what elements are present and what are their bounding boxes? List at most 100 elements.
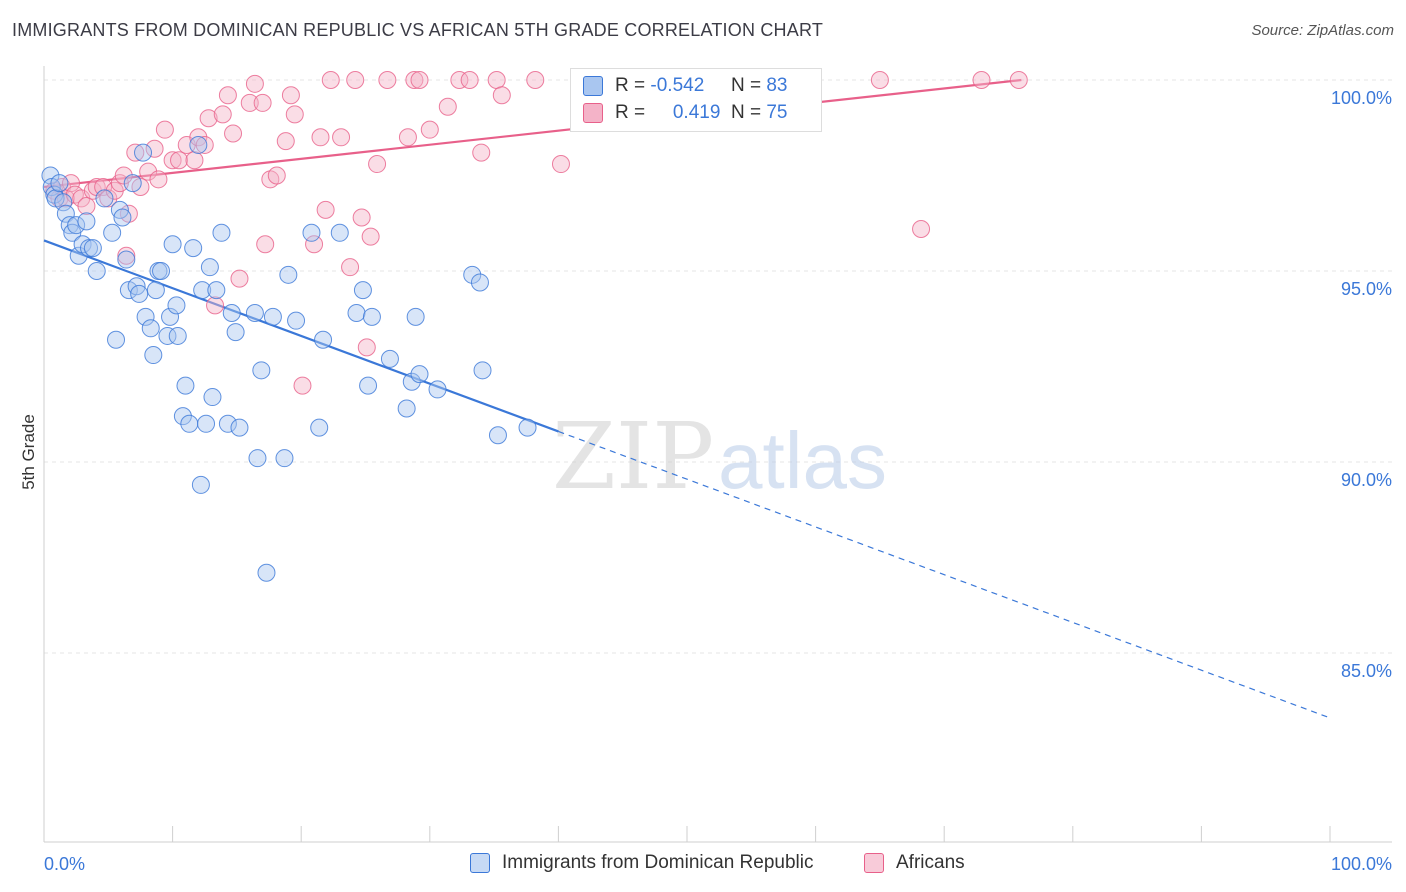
dominican-point — [191, 475, 210, 494]
dominican-point — [77, 212, 96, 231]
africans-point — [253, 93, 272, 112]
africans-point — [487, 71, 506, 89]
dominican-point — [193, 281, 212, 300]
dominican-point — [463, 265, 482, 284]
stats-legend: R = -0.542 N = 83 R = 0.419 N = 75 — [570, 68, 822, 132]
africans-point — [139, 162, 158, 181]
africans-point — [332, 128, 351, 147]
watermark-zip: ZIP — [552, 403, 714, 510]
dominican-point — [141, 319, 160, 338]
africans-point — [163, 151, 182, 170]
africans-point — [94, 177, 113, 196]
trend-line-africans — [43, 78, 1022, 189]
dominican-point — [113, 208, 132, 227]
africans-point — [155, 120, 174, 139]
source-label: Source: ZipAtlas.com — [1251, 22, 1394, 39]
africans-point — [357, 338, 376, 357]
africans-point — [206, 296, 225, 315]
x-tick-label: 100.0% — [1331, 854, 1392, 874]
dominican-point — [222, 304, 241, 323]
africans-point — [438, 97, 457, 116]
dominican-point — [107, 330, 126, 349]
legend-r-value: 0.419 — [672, 102, 721, 123]
legend-n-label: N = — [730, 102, 762, 123]
dominican-point — [54, 193, 73, 212]
africans-point — [305, 235, 324, 254]
africans-point — [378, 71, 397, 89]
dominican-point — [163, 235, 182, 254]
africans-point — [492, 86, 511, 105]
dominican-point — [130, 284, 149, 303]
africans-point — [398, 128, 417, 147]
africans-point — [77, 197, 96, 216]
africans-point — [1009, 71, 1028, 89]
dominican-point — [302, 223, 321, 242]
legend-row-dominican: R = -0.542 N = 83 — [583, 74, 787, 98]
dominican-points — [41, 71, 774, 582]
dominican-point — [212, 223, 231, 242]
legend-label-africans: Africans — [896, 852, 965, 873]
africans-point — [321, 71, 340, 89]
y-tick-label: 100.0% — [1331, 88, 1392, 108]
dominican-point — [134, 143, 153, 162]
africans-points — [45, 71, 1028, 395]
africans-point — [126, 143, 145, 162]
y-tick-label: 85.0% — [1341, 661, 1392, 681]
africans-point — [460, 71, 479, 89]
dominican-point — [146, 281, 165, 300]
dominican-point — [257, 563, 276, 582]
africans-point — [293, 376, 312, 395]
dominican-point — [380, 349, 399, 368]
dominican-point — [518, 418, 537, 437]
dominican-point — [161, 307, 180, 326]
africans-point — [256, 235, 275, 254]
legend-swatch-blue — [470, 853, 490, 873]
africans-point — [316, 200, 335, 219]
dominican-point — [402, 372, 421, 391]
dominican-point — [50, 174, 69, 193]
africans-point — [213, 105, 232, 124]
dominican-point — [207, 281, 226, 300]
africans-point — [526, 71, 545, 89]
africans-point — [145, 139, 164, 158]
trend-line-dominican — [43, 239, 559, 433]
dominican-point — [314, 330, 333, 349]
dominican-point — [176, 376, 195, 395]
watermark: ZIP atlas — [552, 403, 887, 510]
dominican-point — [359, 376, 378, 395]
dominican-point — [41, 166, 60, 185]
dominican-point — [488, 426, 507, 445]
dominican-point — [330, 223, 349, 242]
dominican-point — [69, 246, 88, 265]
dominican-point — [428, 380, 447, 399]
legend-row-africans: R = 0.419 N = 75 — [583, 101, 787, 125]
dominican-point — [123, 174, 142, 193]
africans-point — [912, 219, 931, 238]
dominican-point — [248, 449, 267, 468]
africans-point — [972, 71, 991, 89]
legend-swatch-pink — [864, 853, 884, 873]
legend-n-value: 83 — [766, 75, 788, 96]
dominican-point — [230, 418, 249, 437]
dominican-point — [397, 399, 416, 418]
africans-point — [410, 71, 429, 89]
y-tick-label: 95.0% — [1341, 279, 1392, 299]
legend-r-label: R = — [615, 102, 646, 123]
africans-point — [341, 258, 360, 277]
dominican-point — [95, 189, 114, 208]
dominican-point — [80, 239, 99, 258]
dominican-point — [203, 388, 222, 407]
africans-point — [189, 128, 208, 147]
dominican-point — [87, 262, 106, 280]
africans-point — [450, 71, 469, 89]
dominican-point — [168, 326, 187, 345]
dominican-point — [184, 239, 203, 258]
dominican-point — [103, 223, 122, 242]
y-tick-label: 90.0% — [1341, 470, 1392, 490]
dominican-point — [136, 307, 155, 326]
legend-n-value: 75 — [766, 102, 788, 123]
watermark-atlas: atlas — [718, 416, 887, 505]
africans-point — [285, 105, 304, 124]
trend-line-dominican-extrapolated — [558, 430, 1331, 719]
legend-r-value: -0.542 — [650, 75, 705, 96]
